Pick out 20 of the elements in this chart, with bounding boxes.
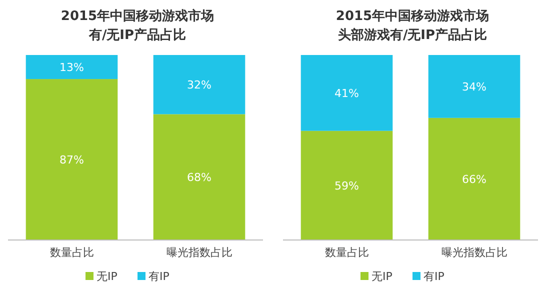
legend-label: 有IP <box>148 270 170 283</box>
x-tick-label: 曝光指数占比 <box>441 246 508 259</box>
legend-label: 无IP <box>96 270 118 283</box>
x-tick-label: 曝光指数占比 <box>166 246 232 259</box>
legend-label: 有IP <box>424 270 445 283</box>
x-tick-label: 数量占比 <box>50 246 94 259</box>
chart-subtitle: 有/无IP产品占比 <box>88 27 186 43</box>
legend-label: 无IP <box>372 270 393 283</box>
data-label: 59% <box>334 179 359 192</box>
x-tick-label: 数量占比 <box>324 246 369 259</box>
data-label: 68% <box>187 171 212 184</box>
data-label: 66% <box>462 172 486 186</box>
data-label: 32% <box>187 78 212 92</box>
chart-subtitle: 头部游戏有/无IP产品占比 <box>338 27 488 43</box>
chart-title: 2015年中国移动游戏市场 <box>60 8 214 24</box>
data-label: 13% <box>60 61 84 74</box>
chart-title: 2015年中国移动游戏市场 <box>336 8 490 24</box>
data-label: 34% <box>462 80 486 94</box>
data-label: 41% <box>334 86 359 100</box>
data-label: 87% <box>60 154 84 167</box>
